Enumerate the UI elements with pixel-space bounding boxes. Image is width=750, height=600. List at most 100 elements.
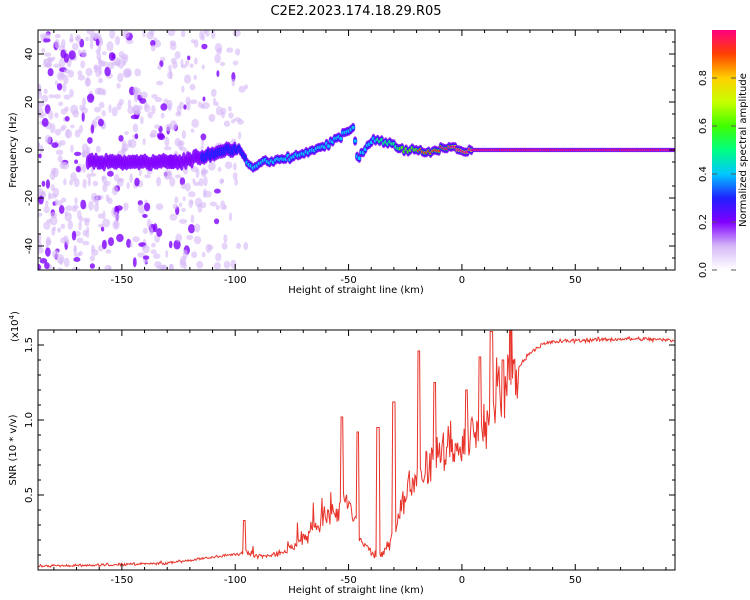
noise-blob	[174, 196, 179, 204]
noise-blob	[52, 226, 56, 231]
noise-blob	[157, 132, 164, 139]
noise-blob	[81, 163, 87, 173]
noise-blob	[89, 255, 96, 262]
snr-series-line	[38, 330, 675, 568]
noise-blob	[165, 250, 169, 258]
noise-blob	[102, 61, 109, 67]
noise-blob	[233, 162, 237, 171]
noise-blob	[63, 74, 69, 85]
noise-blob	[116, 233, 124, 243]
noise-blob	[90, 124, 95, 134]
noise-blob	[56, 83, 63, 91]
noise-blob	[169, 263, 175, 270]
noise-blob	[184, 74, 192, 84]
noise-blob	[101, 239, 107, 250]
noise-blob	[223, 234, 228, 243]
noise-blob	[58, 205, 65, 214]
colorbar: 0.0 0.2 0.4 0.6 0.8 Normalized spectral ampl…	[698, 30, 749, 278]
noise-blob	[54, 198, 58, 207]
noise-blob	[180, 183, 187, 190]
noise-blob	[129, 241, 133, 248]
noise-blob	[111, 53, 116, 60]
noise-blob	[108, 104, 112, 113]
noise-blob	[122, 30, 130, 38]
noise-blob	[95, 33, 99, 39]
noise-blob	[142, 227, 148, 234]
noise-blob	[60, 223, 66, 229]
noise-blob	[214, 218, 220, 225]
noise-blob	[70, 144, 74, 153]
noise-blob	[41, 117, 49, 127]
noise-blob	[203, 190, 212, 198]
noise-blob	[93, 106, 102, 113]
noise-blob	[101, 110, 106, 117]
noise-blob	[104, 264, 112, 270]
noise-blob	[72, 110, 80, 118]
noise-blob	[134, 94, 139, 103]
noise-blob	[61, 197, 67, 203]
snr-axes: -150 -100 -50 0 50 0.5 1.0 1.5	[24, 330, 675, 586]
ridge-inner	[351, 125, 355, 130]
noise-blob	[142, 214, 148, 218]
noise-blob	[167, 103, 172, 112]
noise-blob	[71, 230, 77, 241]
noise-blob	[203, 176, 208, 187]
noise-blob	[174, 51, 181, 59]
noise-blob	[209, 201, 217, 207]
noise-blob	[94, 203, 99, 212]
noise-blob	[154, 96, 162, 103]
spectrogram-axes: -150 -100 -50 0 50 -40 -20 0 20 40	[24, 30, 675, 286]
noise-blob	[105, 249, 112, 254]
noise-blob	[223, 260, 231, 269]
noise-blob	[112, 185, 118, 196]
noise-blob	[173, 239, 181, 250]
noise-blob	[44, 32, 51, 40]
noise-blob	[63, 68, 70, 74]
noise-blob	[57, 267, 63, 270]
noise-blob	[216, 47, 222, 55]
noise-blob	[162, 265, 167, 270]
snr-scale-exponent: 4	[8, 314, 16, 319]
noise-blob	[228, 112, 234, 119]
noise-blob	[47, 68, 54, 77]
noise-blob	[118, 51, 125, 59]
noise-blob	[237, 119, 244, 125]
noise-blob	[38, 233, 42, 243]
noise-blob	[82, 149, 87, 158]
noise-blob	[63, 94, 71, 100]
noise-blob	[38, 212, 43, 217]
noise-blob	[132, 257, 137, 268]
noise-blob	[150, 249, 157, 254]
noise-blob	[179, 218, 188, 224]
noise-blob	[104, 66, 111, 77]
noise-blob	[202, 96, 206, 102]
noise-blob	[181, 207, 186, 213]
snr-scale-prefix: (x10	[10, 319, 21, 342]
noise-blob	[81, 112, 85, 122]
noise-blob	[89, 263, 95, 269]
noise-blob	[151, 104, 156, 115]
noise-blob	[54, 80, 59, 86]
y-tick-label: 40	[24, 48, 35, 61]
noise-blob	[134, 177, 140, 187]
noise-blob	[91, 244, 95, 253]
noise-blob	[202, 30, 207, 35]
noise-blob	[121, 148, 126, 157]
noise-blob	[74, 159, 78, 164]
noise-blob	[77, 70, 83, 76]
noise-blob	[58, 140, 66, 146]
noise-blob	[54, 33, 61, 39]
noise-blob	[92, 180, 99, 187]
noise-blob	[72, 204, 79, 210]
noise-blob	[111, 106, 118, 117]
noise-blob	[201, 64, 205, 70]
noise-blob	[189, 83, 196, 91]
noise-blob	[217, 166, 222, 172]
noise-blob	[115, 35, 120, 46]
noise-blob	[78, 221, 82, 231]
x-tick-label: 50	[569, 275, 582, 286]
noise-blob	[61, 39, 66, 48]
noise-blob	[214, 188, 221, 194]
noise-blob	[38, 102, 45, 107]
noise-blob	[142, 244, 150, 254]
